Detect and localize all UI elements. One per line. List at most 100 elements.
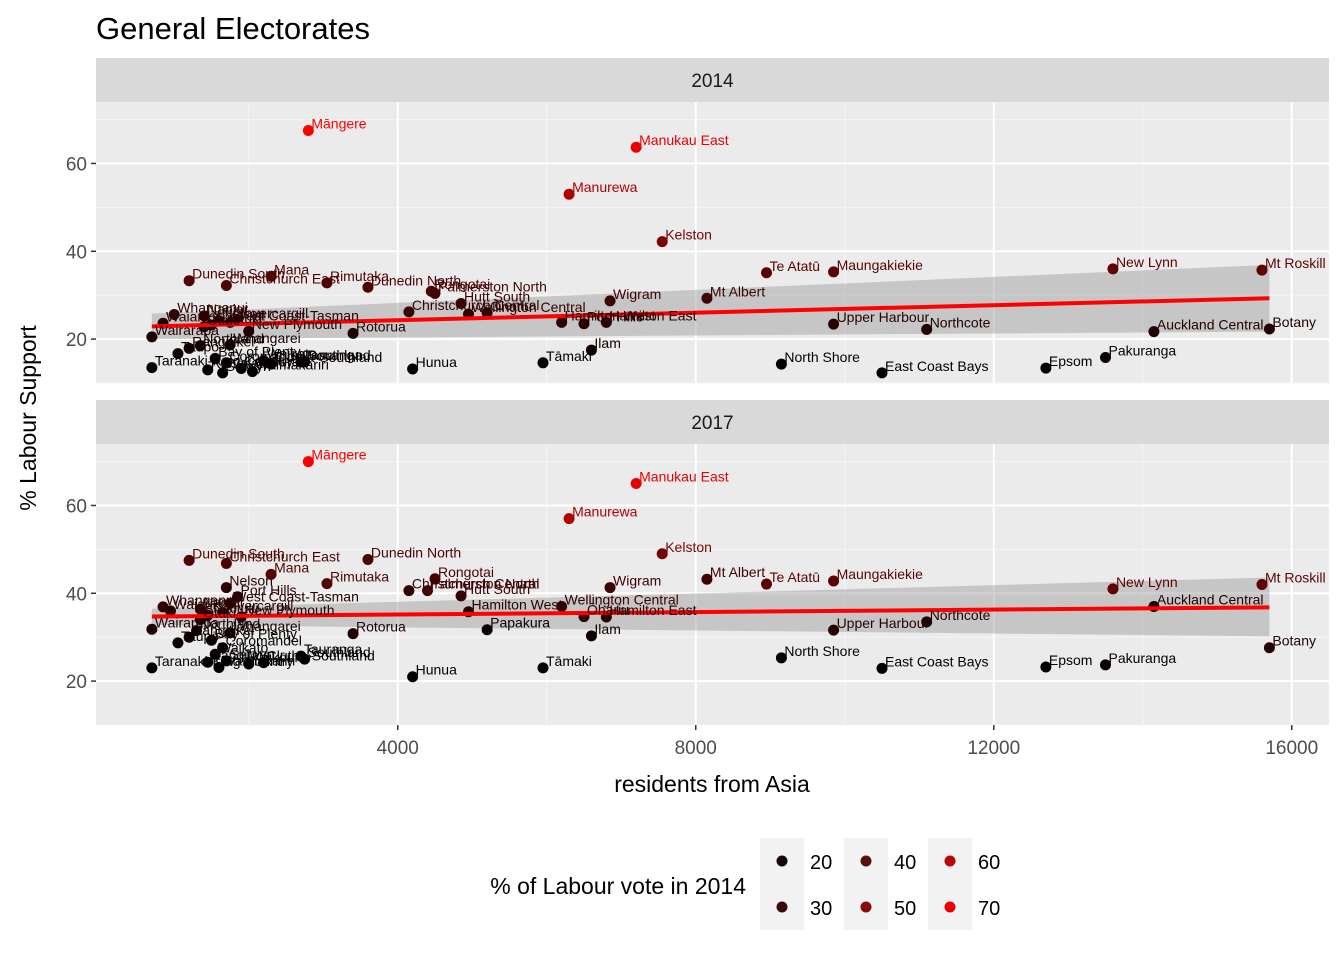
- point-label: Taupō: [181, 339, 219, 355]
- data-point: [455, 590, 467, 602]
- data-point: [265, 568, 277, 580]
- data-point: [429, 573, 441, 585]
- point-label: Tauranga: [304, 347, 363, 363]
- data-point: [630, 141, 642, 153]
- data-point: [921, 323, 933, 335]
- data-point: [563, 513, 575, 525]
- point-label: Tukituki: [211, 600, 259, 616]
- data-point: [537, 662, 549, 674]
- point-label: Kelston: [665, 539, 712, 555]
- data-point: [243, 325, 255, 337]
- x-axis-label: residents from Asia: [614, 771, 810, 797]
- data-point: [403, 585, 415, 597]
- point-label: Te Atatū: [770, 258, 821, 274]
- data-point: [302, 125, 314, 137]
- point-label: Rimutaka: [330, 268, 389, 284]
- point-label: East Coast Bays: [885, 653, 989, 669]
- data-point: [1107, 583, 1119, 595]
- point-label: Māngere: [311, 447, 366, 463]
- point-label: Nelson: [229, 573, 273, 589]
- point-label: Hutt South: [464, 289, 530, 305]
- trend-line: [151, 296, 1270, 329]
- data-point: [243, 658, 255, 670]
- point-label: Pakuranga: [1108, 343, 1176, 359]
- point-label: Southland: [308, 644, 371, 660]
- point-label: Ōhariu: [490, 298, 532, 314]
- x-tick-label: 4000: [377, 738, 419, 759]
- data-point: [362, 281, 374, 293]
- data-point: [198, 310, 210, 322]
- point-label: Mt Albert: [710, 283, 765, 299]
- data-point: [775, 358, 787, 370]
- data-point: [876, 662, 888, 674]
- data-point: [1099, 352, 1111, 364]
- point-label: Upper Harbour: [837, 615, 930, 631]
- y-tick-label: 40: [66, 242, 87, 263]
- data-point: [604, 295, 616, 307]
- data-point: [455, 298, 467, 310]
- point-label: Rotorua: [356, 619, 406, 635]
- data-point: [194, 603, 206, 615]
- point-label: Whanganui: [177, 300, 248, 316]
- point-label: Kelston: [665, 227, 712, 243]
- point-label: Waiariki: [166, 308, 215, 324]
- data-point: [217, 642, 229, 654]
- y-tick-label: 60: [66, 496, 87, 517]
- point-label: Hamilton East: [609, 602, 696, 618]
- data-point: [1107, 263, 1119, 275]
- data-point: [362, 553, 374, 565]
- legend-key-swatch: [860, 901, 872, 913]
- data-point: [775, 652, 787, 664]
- point-label: Bay of Plenty: [218, 343, 301, 359]
- legend-key-label: 70: [978, 898, 1000, 920]
- data-point: [220, 582, 232, 594]
- confidence-band: [151, 577, 1270, 637]
- data-point: [165, 605, 177, 617]
- panel-2014: 2014 20 40 60 Māngere Manukau East Manurewa Kel…: [66, 58, 1329, 384]
- point-label: Hamilton East: [609, 307, 696, 323]
- point-label: Botany: [1272, 314, 1316, 330]
- data-point: [1099, 659, 1111, 671]
- data-point: [202, 656, 214, 668]
- point-label: Rangitīkei: [192, 333, 254, 349]
- point-label: Hutt South: [464, 581, 530, 597]
- point-label: Southland: [308, 347, 371, 363]
- data-point: [168, 309, 180, 321]
- point-label: Selwyn: [229, 646, 274, 662]
- point-label: Tāmaki: [546, 348, 592, 364]
- data-point: [656, 548, 668, 560]
- point-label: New Lynn: [1116, 254, 1178, 270]
- data-point: [407, 671, 419, 683]
- data-point: [876, 367, 888, 379]
- point-label: Wellington Central: [565, 591, 679, 607]
- data-point: [235, 363, 247, 375]
- point-label: Wigram: [613, 573, 661, 589]
- legend-key-label: 50: [894, 898, 916, 920]
- data-point: [701, 573, 713, 585]
- legend-key-swatch: [944, 855, 956, 867]
- data-point: [537, 357, 549, 369]
- point-label: Ōhariu: [587, 602, 629, 618]
- data-point: [220, 655, 232, 667]
- point-label: Dunedin North: [371, 272, 461, 288]
- point-label: Port Hills: [587, 309, 643, 325]
- data-point: [321, 578, 333, 590]
- point-label: Dunedin North: [371, 544, 461, 560]
- point-label: Taranaki-King Country: [155, 653, 294, 669]
- point-label: Taupō: [181, 628, 219, 644]
- point-label: Ōtaki: [207, 312, 240, 328]
- data-point: [1040, 362, 1052, 374]
- data-point: [146, 623, 158, 635]
- data-point: [761, 578, 773, 590]
- y-tick-label: 20: [66, 672, 87, 693]
- data-point: [701, 292, 713, 304]
- point-label: Mt Roskill: [1265, 570, 1326, 586]
- point-label: Coromandel: [226, 633, 302, 649]
- data-point: [172, 637, 184, 649]
- facet-strip: [96, 400, 1329, 444]
- point-label: Napier: [203, 594, 245, 610]
- panel-2017: 2017 20 40 60 Māngere Manukau East Manurewa Kel…: [66, 400, 1329, 726]
- data-point: [556, 600, 568, 612]
- data-point: [604, 582, 616, 594]
- point-label: Hamilton West: [565, 307, 656, 323]
